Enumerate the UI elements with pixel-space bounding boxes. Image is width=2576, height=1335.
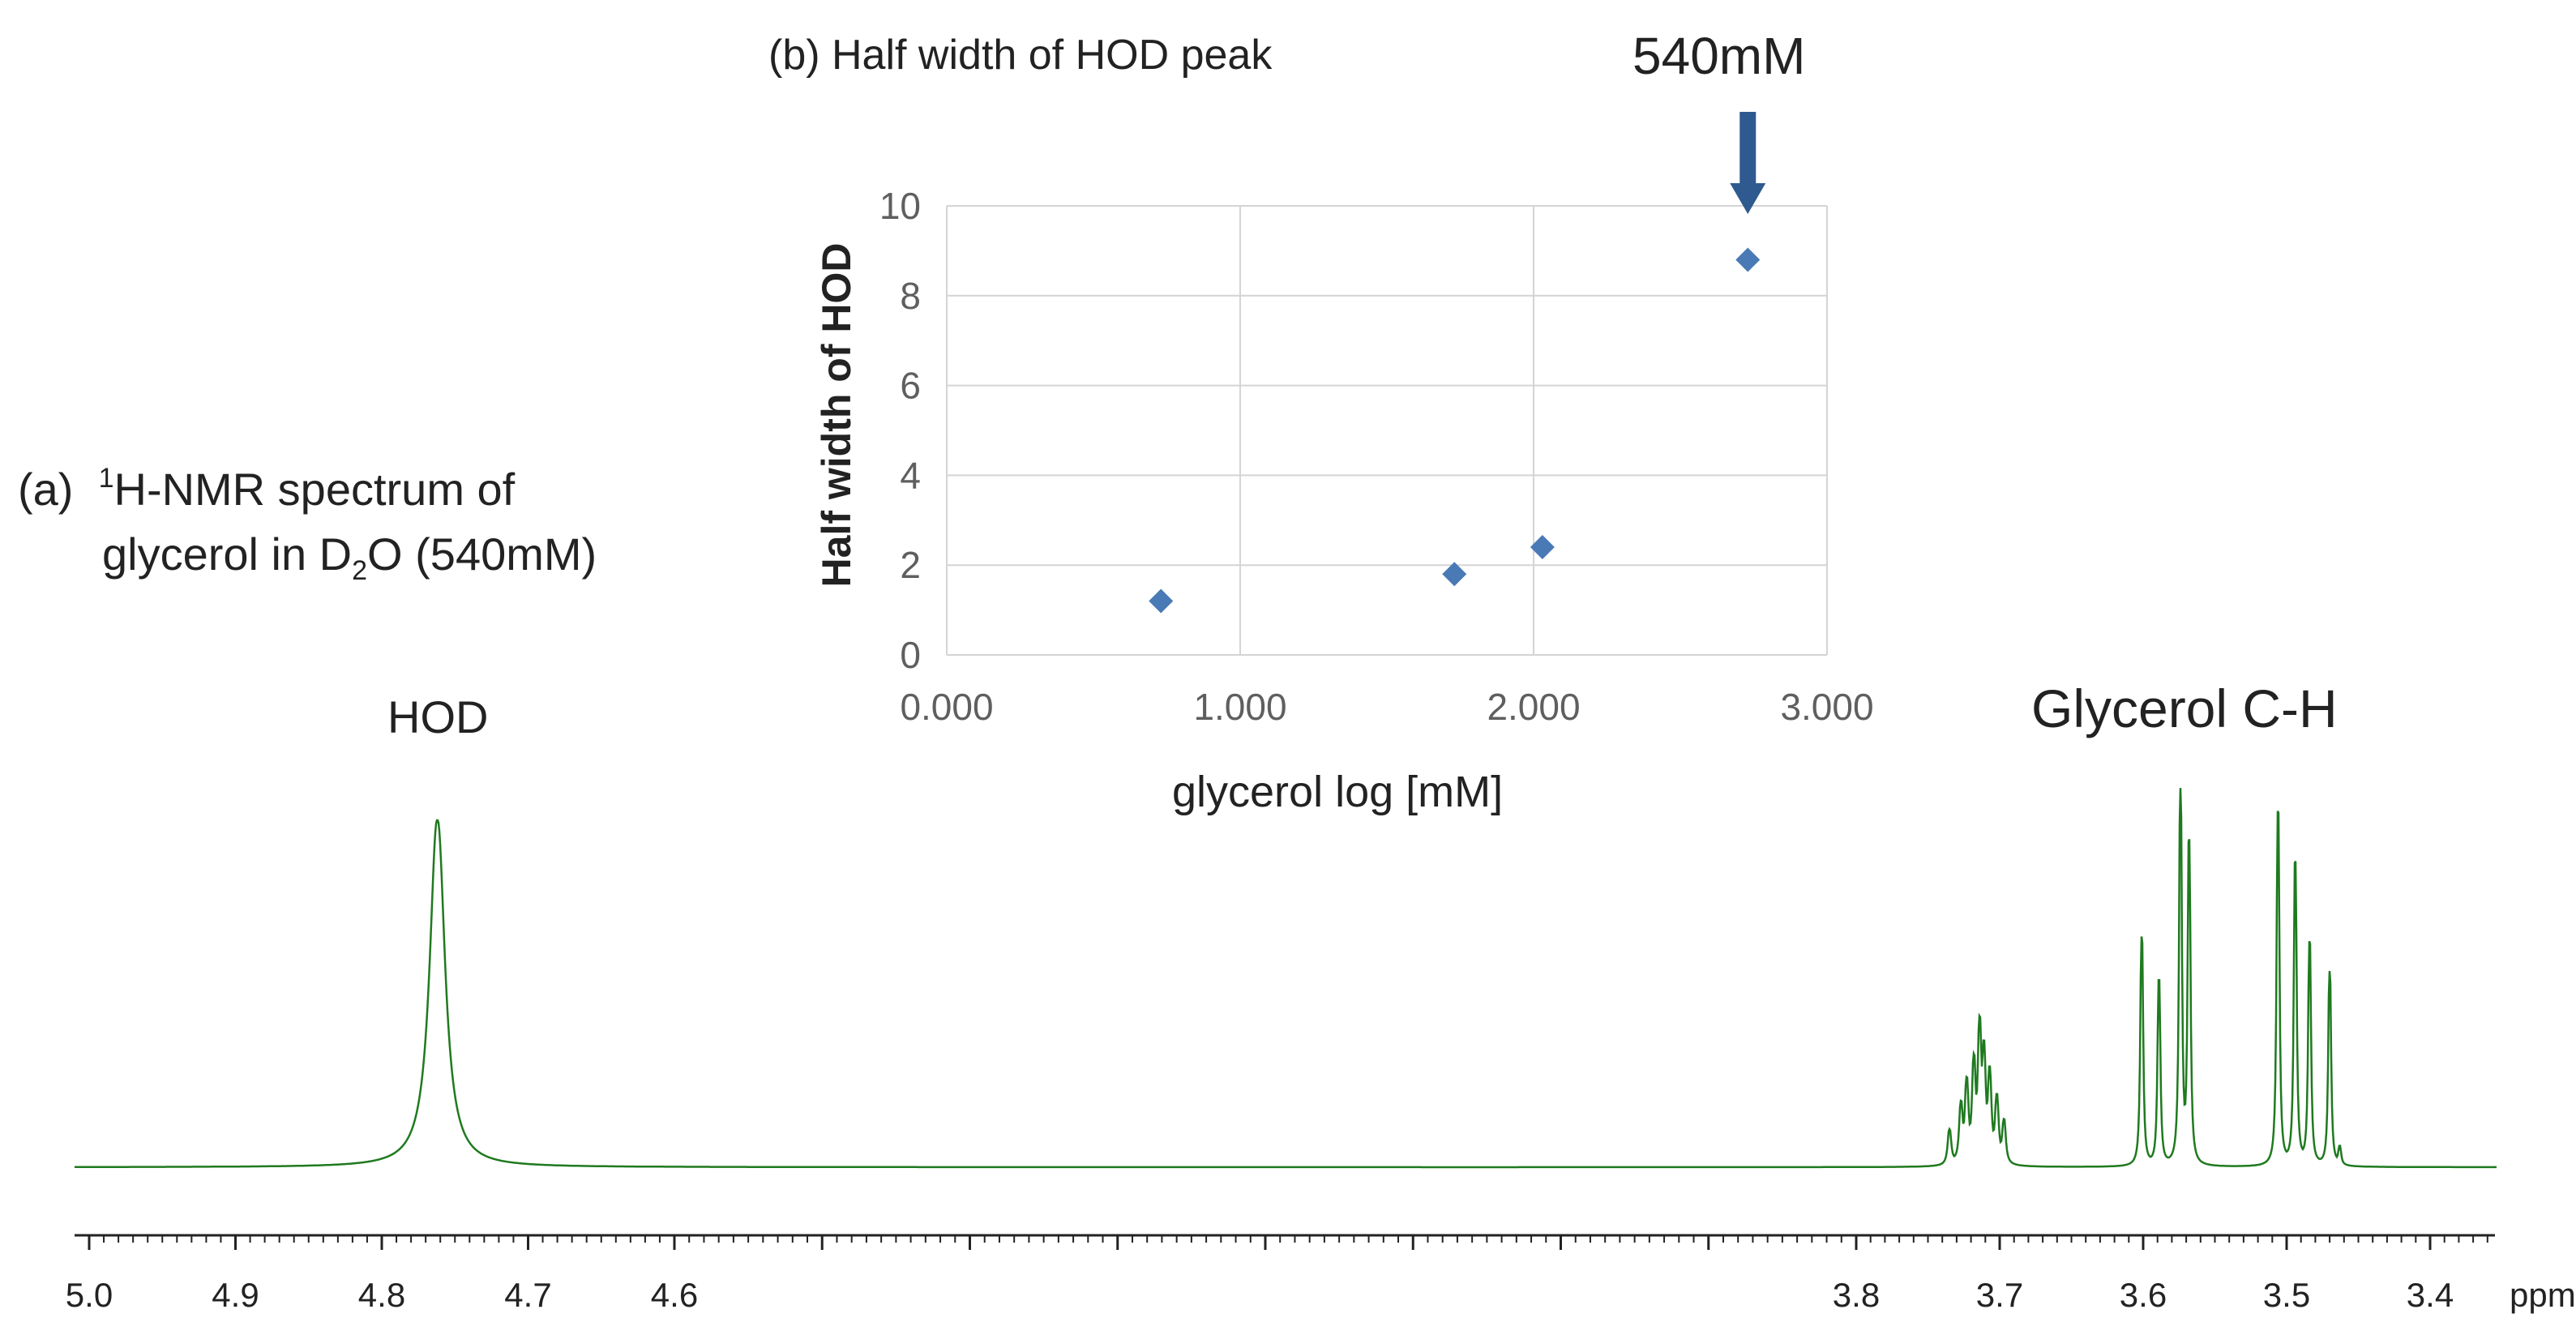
- ppm-axis-unit: ppm: [2510, 1276, 2576, 1314]
- ppm-tick-label: 3.4: [2407, 1276, 2454, 1314]
- inset-x-tick-label: 1.000: [1193, 686, 1286, 728]
- ppm-tick-label: 5.0: [66, 1276, 113, 1314]
- inset-y-tick-label: 8: [900, 275, 921, 317]
- inset-data-point: [1530, 535, 1555, 560]
- ppm-tick-label: 4.6: [651, 1276, 698, 1314]
- inset-data-point: [1149, 588, 1174, 614]
- panel-a-label: (a) 1H-NMR spectrum of glycerol in D2O (…: [18, 460, 597, 590]
- inset-x-tick-label: 3.000: [1780, 686, 1873, 728]
- panel-a-solvent-text: glycerol in D: [102, 528, 353, 580]
- inset-y-tick-label: 10: [879, 185, 921, 227]
- inset-data-point: [1442, 562, 1467, 587]
- ppm-tick-label: 4.9: [212, 1276, 259, 1314]
- ppm-tick-label: 3.7: [1976, 1276, 2023, 1314]
- inset-x-tick-label: 2.000: [1487, 686, 1580, 728]
- inset-x-axis-title: glycerol log [mM]: [1172, 768, 1504, 816]
- glycerol-peak-label: Glycerol C-H: [2031, 678, 2338, 738]
- panel-a-letter: (a): [18, 464, 74, 515]
- ppm-tick-label: 4.8: [358, 1276, 405, 1314]
- ppm-tick-label: 3.5: [2263, 1276, 2310, 1314]
- hod-peak-label: HOD: [387, 691, 489, 742]
- panel-a-label-line2: glycerol in D2O (540mM): [18, 525, 597, 590]
- solvent-subscript: 2: [352, 555, 368, 586]
- inset-data-point: [1735, 247, 1761, 272]
- panel-a-concentration-text: O (540mM): [367, 528, 597, 580]
- ppm-tick-label: 3.6: [2120, 1276, 2167, 1314]
- panel-a-label-line1: (a) 1H-NMR spectrum of: [18, 460, 597, 525]
- inset-y-tick-label: 2: [900, 544, 921, 586]
- inset-y-tick-label: 6: [900, 365, 921, 407]
- concentration-annotation: 540mM: [1632, 27, 1806, 85]
- ppm-tick-label: 4.7: [504, 1276, 551, 1314]
- nucleus-mass-superscript: 1: [98, 463, 114, 494]
- inset-y-tick-label: 4: [900, 454, 921, 496]
- annotation-arrow-head: [1730, 183, 1766, 214]
- inset-chart-title: (b) Half width of HOD peak: [768, 32, 1273, 79]
- panel-a-label-text: H-NMR spectrum of: [113, 464, 516, 515]
- nmr-spectrum-trace: [75, 788, 2497, 1169]
- inset-y-tick-label: 0: [900, 634, 921, 676]
- ppm-tick-label: 3.8: [1833, 1276, 1880, 1314]
- inset-x-tick-label: 0.000: [900, 686, 993, 728]
